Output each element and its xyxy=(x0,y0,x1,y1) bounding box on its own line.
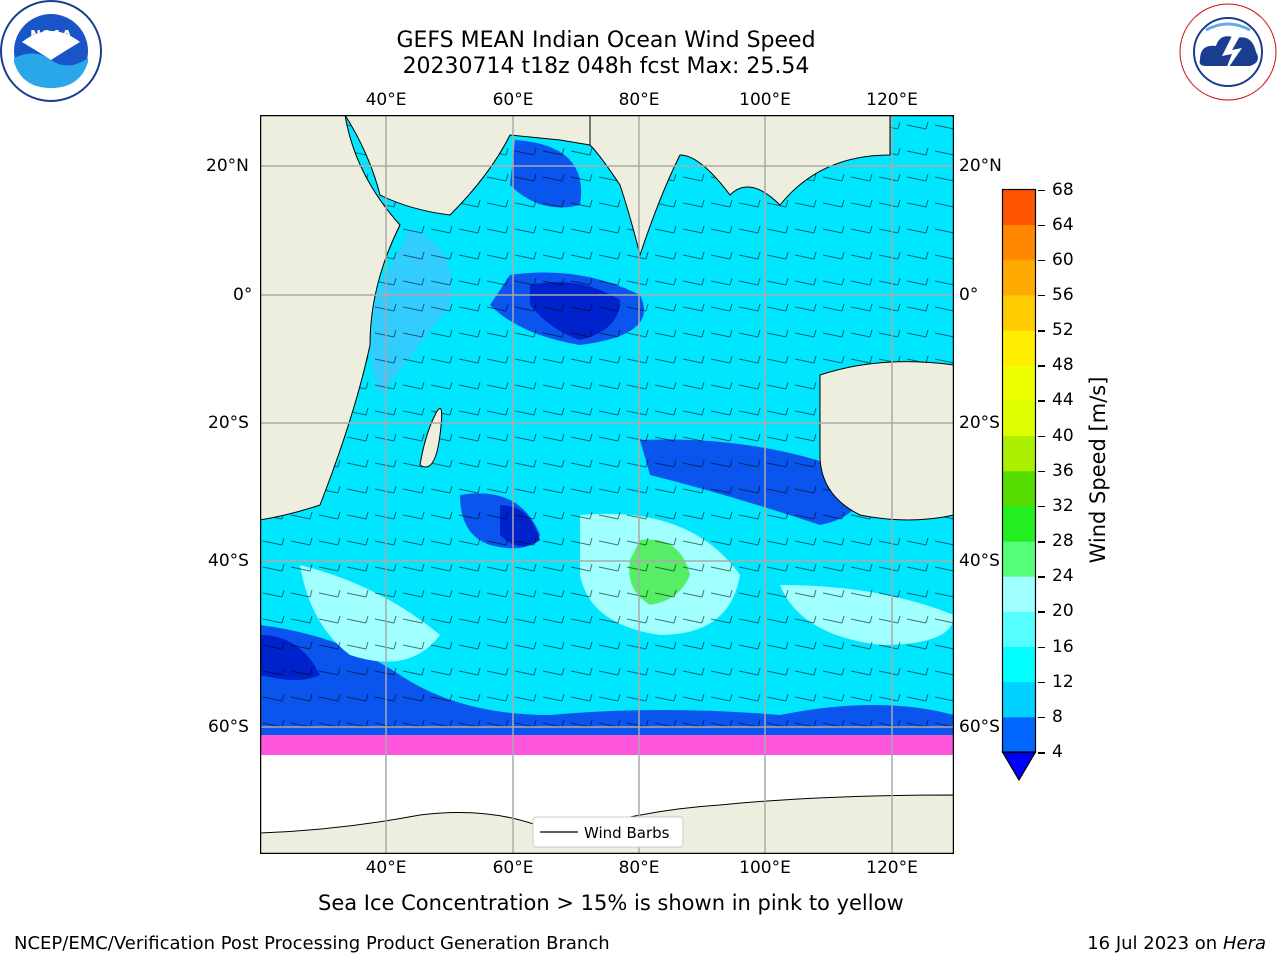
colorbar-tick-mark xyxy=(1038,224,1045,227)
lat-label-left-20n: 20°N xyxy=(206,156,249,176)
colorbar-tick-label: 4 xyxy=(1052,742,1063,762)
footer-host: Hera xyxy=(1222,933,1266,954)
lat-label-right-20s: 20°S xyxy=(959,413,1000,433)
colorbar-tick-mark xyxy=(1038,752,1045,754)
colorbar-swatch xyxy=(1002,505,1036,542)
colorbar-tick-mark xyxy=(1038,400,1045,402)
nws-logo xyxy=(1179,3,1277,101)
colorbar-swatch xyxy=(1002,576,1036,612)
colorbar-tick-mark xyxy=(1038,505,1045,508)
lat-label-left-60s: 60°S xyxy=(208,717,249,737)
colorbar-tick-label: 52 xyxy=(1052,320,1074,341)
africa-land xyxy=(260,115,401,521)
colorbar-tick-mark xyxy=(1038,330,1045,332)
lon-label-top-60e: 60°E xyxy=(492,90,534,110)
colorbar-tick-mark xyxy=(1038,365,1045,367)
colorbar-tick-mark xyxy=(1038,294,1045,297)
chart-title: GEFS MEAN Indian Ocean Wind Speed xyxy=(396,28,816,53)
lat-label-right-40s: 40°S xyxy=(959,551,1000,571)
lon-label-bottom-100e: 100°E xyxy=(739,858,791,878)
colorbar-tick-mark xyxy=(1038,716,1045,719)
colorbar-tick-mark xyxy=(1038,259,1045,262)
lon-label-top-120e: 120°E xyxy=(866,90,918,110)
colorbar xyxy=(1001,188,1037,782)
colorbar-tick-mark xyxy=(1038,470,1045,473)
lon-label-bottom-60e: 60°E xyxy=(492,858,534,878)
colorbar-tick-mark xyxy=(1038,541,1045,543)
colorbar-tick-label: 16 xyxy=(1052,636,1074,657)
colorbar-tick-label: 32 xyxy=(1052,495,1074,516)
colorbar-tick-label: 36 xyxy=(1052,460,1074,481)
colorbar-tick-label: 48 xyxy=(1052,355,1074,376)
colorbar-swatch xyxy=(1002,365,1036,401)
colorbar-swatch xyxy=(1002,611,1036,648)
colorbar-tick-label: 8 xyxy=(1052,706,1063,727)
noaa-logo: NOAA xyxy=(0,0,102,102)
colorbar-tick-label: 12 xyxy=(1052,671,1074,692)
lat-label-left-20s: 20°S xyxy=(208,413,249,433)
colorbar-swatch xyxy=(1002,400,1036,437)
colorbar-tick-label: 68 xyxy=(1052,179,1074,200)
colorbar-tick-label: 24 xyxy=(1052,566,1074,587)
lat-label-right-0: 0° xyxy=(959,285,979,305)
colorbar-tick-label: 56 xyxy=(1052,284,1074,305)
footer-date-text: 16 Jul 2023 on xyxy=(1087,933,1223,954)
lat-label-right-60s: 60°S xyxy=(959,717,1000,737)
colorbar-swatch xyxy=(1002,189,1036,226)
colorbar-swatch xyxy=(1002,224,1036,261)
map-frame xyxy=(260,115,954,854)
map-legend: Wind Barbs xyxy=(532,816,684,848)
noaa-wordmark: NOAA xyxy=(30,29,72,44)
lon-label-bottom-80e: 80°E xyxy=(618,858,660,878)
colorbar-swatch xyxy=(1002,470,1036,507)
footer-credit: NCEP/EMC/Verification Post Processing Pr… xyxy=(14,933,610,954)
lon-label-bottom-40e: 40°E xyxy=(365,858,407,878)
colorbar-tick-mark xyxy=(1038,681,1045,684)
lon-label-top-40e: 40°E xyxy=(365,90,407,110)
footer-date: 16 Jul 2023 on Hera xyxy=(1087,933,1266,954)
colorbar-swatch xyxy=(1002,541,1036,577)
lat-label-right-20n: 20°N xyxy=(959,156,1002,176)
colorbar-tick-label: 44 xyxy=(1052,390,1074,411)
colorbar-tick-mark xyxy=(1038,646,1045,649)
colorbar-swatch xyxy=(1002,294,1036,331)
lon-label-top-80e: 80°E xyxy=(618,90,660,110)
colorbar-swatch xyxy=(1002,681,1036,718)
colorbar-swatches xyxy=(1002,189,1036,753)
colorbar-swatch xyxy=(1002,330,1036,366)
colorbar-swatch xyxy=(1002,435,1036,472)
colorbar-tick-label: 20 xyxy=(1052,601,1074,622)
sea-ice-edge xyxy=(260,735,954,755)
colorbar-extend-arrow xyxy=(1001,751,1037,782)
colorbar-tick-label: 60 xyxy=(1052,249,1074,270)
colorbar-tick-label: 28 xyxy=(1052,531,1074,552)
colorbar-frame xyxy=(1001,188,1037,754)
india-southeast-asia-land xyxy=(589,115,891,257)
colorbar-tick-mark xyxy=(1038,576,1045,578)
colorbar-tick-label: 64 xyxy=(1052,214,1074,235)
colorbar-swatch xyxy=(1002,716,1036,753)
sea-ice-caption: Sea Ice Concentration > 15% is shown in … xyxy=(318,891,904,915)
colorbar-swatch xyxy=(1002,646,1036,683)
lat-label-left-0: 0° xyxy=(233,285,253,305)
australia-land xyxy=(819,361,954,521)
lon-label-bottom-120e: 120°E xyxy=(866,858,918,878)
lat-label-left-40s: 40°S xyxy=(208,551,249,571)
colorbar-label: Wind Speed [m/s] xyxy=(1086,376,1110,564)
chart-subtitle: 20230714 t18z 048h fcst Max: 25.54 xyxy=(402,54,810,79)
colorbar-swatch xyxy=(1002,259,1036,296)
colorbar-tick-mark xyxy=(1038,189,1045,191)
graticule xyxy=(260,115,954,854)
colorbar-tick-mark xyxy=(1038,435,1045,438)
colorbar-tick-mark xyxy=(1038,611,1045,613)
wind-speed-map: Wind Barbs xyxy=(260,115,954,854)
legend-label: Wind Barbs xyxy=(584,824,670,842)
lon-label-top-100e: 100°E xyxy=(739,90,791,110)
colorbar-tick-label: 40 xyxy=(1052,425,1074,446)
africa-arabia-land xyxy=(260,115,591,216)
